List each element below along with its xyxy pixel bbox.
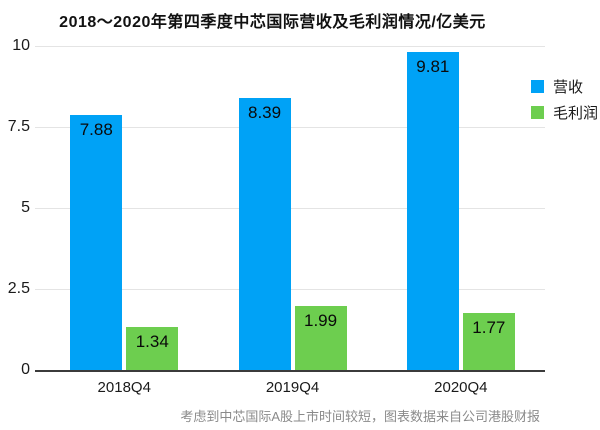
bar-revenue: 9.81 (406, 52, 459, 370)
chart-footnote: 考虑到中芯国际A股上市时间较短，图表数据来自公司港股财报 (180, 409, 540, 424)
x-axis-label: 2018Q4 (97, 379, 151, 396)
legend-label: 毛利润 (553, 105, 599, 122)
y-axis-tick: 10 (12, 37, 30, 54)
bar-gross-profit: 1.34 (126, 326, 179, 370)
legend-item: 毛利润 (531, 102, 598, 123)
legend-swatch-icon (531, 106, 544, 119)
bar-revenue: 7.88 (70, 114, 123, 370)
bar-value-label: 8.39 (248, 103, 282, 123)
bar-gross-profit: 1.77 (462, 312, 515, 370)
legend-swatch-icon (531, 80, 544, 93)
y-axis-tick: 2.5 (7, 280, 30, 297)
bar-value-label: 1.99 (304, 310, 338, 330)
gridline (35, 46, 545, 47)
bar-value-label: 7.88 (79, 119, 113, 139)
y-axis-tick: 5 (21, 199, 30, 216)
y-axis-tick: 0 (21, 361, 30, 378)
legend-label: 营收 (553, 79, 584, 96)
legend-item: 营收 (531, 76, 598, 97)
x-axis-label: 2019Q4 (265, 379, 320, 396)
bar-value-label: 9.81 (416, 57, 450, 77)
plot-area: 7.88 1.34 8.39 1.99 9.81 1.77 (35, 46, 545, 372)
legend: 营收 毛利润 (531, 76, 598, 128)
x-axis-label: 2020Q4 (434, 379, 488, 396)
y-axis-tick: 7.5 (7, 118, 30, 135)
bar-value-label: 1.34 (135, 331, 169, 351)
bar-gross-profit: 1.99 (294, 305, 347, 370)
bar-revenue: 8.39 (238, 98, 291, 370)
chart-title: 2018～2020年第四季度中芯国际营收及毛利润情况/亿美元 (59, 14, 486, 31)
bar-value-label: 1.77 (472, 317, 506, 337)
